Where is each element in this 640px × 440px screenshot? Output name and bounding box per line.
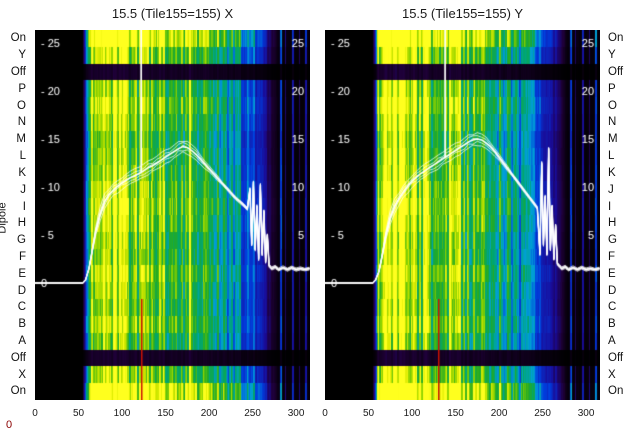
dipole-row-label: D <box>608 284 617 297</box>
x-tick-label: 50 <box>72 408 85 419</box>
dipole-row-label: I <box>608 200 612 213</box>
x-tick-label: 200 <box>490 408 508 419</box>
x-tick-label: 300 <box>577 408 595 419</box>
x-tick-label: 0 <box>32 408 38 419</box>
dipole-row-label: X <box>608 368 616 381</box>
dipole-row-label: O <box>608 99 617 112</box>
corner-label: 0 <box>6 419 13 431</box>
dipole-row-label: H <box>17 217 26 230</box>
x-tick-label: 100 <box>113 408 131 419</box>
dipole-row-label: I <box>22 200 26 213</box>
dipole-row-label: F <box>18 250 26 263</box>
panel-title-x: 15.5 (Tile155=155) X <box>111 6 234 21</box>
dipole-row-label: A <box>18 335 26 348</box>
dipole-row-label: J <box>608 183 614 196</box>
x-axis-ticks-x-panel: 0 50 100 150 200 250 300 <box>32 406 310 422</box>
x-tick-label: 100 <box>403 408 421 419</box>
dipole-row-label: K <box>608 166 616 179</box>
dipole-row-label: G <box>608 234 617 247</box>
x-tick-label: 200 <box>200 408 218 419</box>
dipole-row-label: On <box>608 32 624 45</box>
dipole-row-label: A <box>608 335 616 348</box>
heatmap-panel-x <box>35 30 310 400</box>
dipole-row-label: Y <box>18 49 26 62</box>
dipole-row-label: N <box>17 116 26 129</box>
x-axis-ticks-y-panel: 0 50 100 150 200 250 300 <box>322 406 600 422</box>
dipole-row-label: H <box>608 217 617 230</box>
dipole-row-label: L <box>608 150 615 163</box>
dipole-row-label: M <box>16 133 26 146</box>
dipole-row-label: K <box>18 166 26 179</box>
dipole-row-label: M <box>608 133 618 146</box>
dipole-row-label: E <box>608 267 616 280</box>
x-tick-label: 250 <box>534 408 551 419</box>
dipole-row-label: B <box>608 318 616 331</box>
x-tick-label: 300 <box>287 408 305 419</box>
dipole-row-label: On <box>10 32 26 45</box>
dipole-row-label: P <box>608 82 616 95</box>
dipole-row-label: Y <box>608 49 616 62</box>
dipole-row-label: On <box>608 385 624 398</box>
panel-title-y: 15.5 (Tile155=155) Y <box>401 6 524 21</box>
dipole-row-label: O <box>17 99 26 112</box>
dipole-row-label: Off <box>608 351 624 364</box>
x-tick-label: 0 <box>322 408 328 419</box>
dipole-row-label: N <box>608 116 617 129</box>
dipole-row-label: J <box>20 183 26 196</box>
dipole-row-label: B <box>18 318 26 331</box>
dipole-row-label: F <box>608 250 616 263</box>
x-tick-label: 250 <box>244 408 261 419</box>
heatmap-panel-y <box>325 30 600 400</box>
x-tick-label: 50 <box>362 408 375 419</box>
dipole-labels-right: On Y Off P O N M L K J I H G F E D C B A Off X On <box>606 30 640 400</box>
dipole-row-label: X <box>18 368 26 381</box>
x-tick-label: 150 <box>447 408 464 419</box>
dipole-row-label: Off <box>608 66 624 79</box>
dipole-row-label: Off <box>10 66 26 79</box>
dipole-row-label: D <box>17 284 26 297</box>
x-tick-label: 150 <box>157 408 174 419</box>
dipole-labels-left: On Y Off P O N M L K J I H G F E D C B A Off X On <box>0 30 30 400</box>
dipole-row-label: G <box>17 234 26 247</box>
dipole-row-label: C <box>17 301 26 314</box>
dipole-row-label: L <box>19 150 26 163</box>
dipole-row-label: C <box>608 301 617 314</box>
dipole-row-label: P <box>18 82 26 95</box>
dipole-row-label: Off <box>10 351 26 364</box>
dipole-row-label: E <box>18 267 26 280</box>
dipole-row-label: On <box>10 385 26 398</box>
